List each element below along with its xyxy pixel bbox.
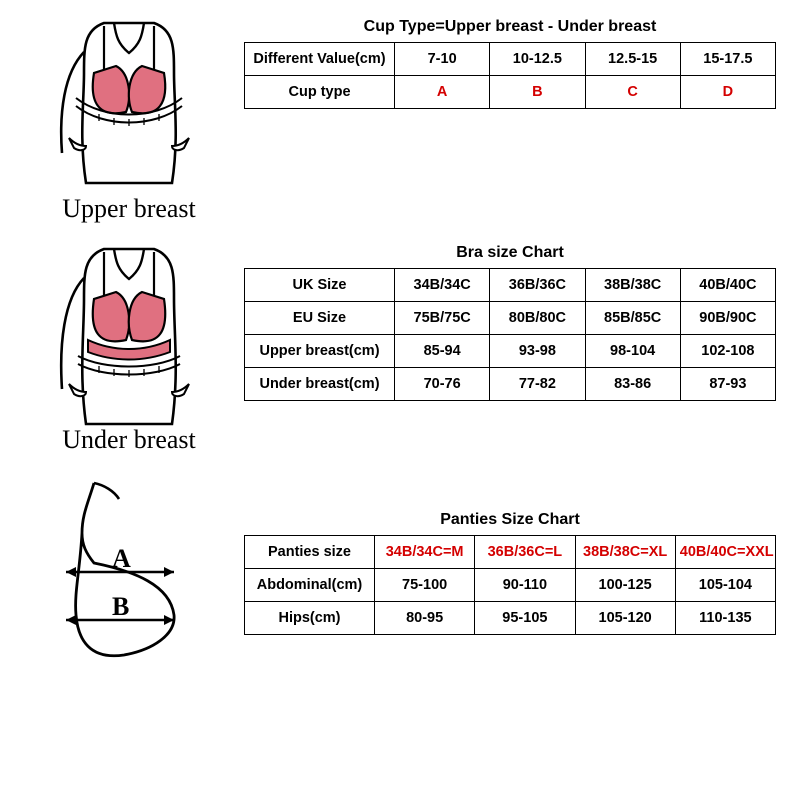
table-cell: 105-104 (675, 568, 775, 601)
bra-size-table: UK Size34B/34C36B/36C38B/38C40B/40CEU Si… (244, 268, 776, 401)
illustration-belly: A B (24, 475, 234, 670)
section-bra-size: Under breast Bra size Chart UK Size34B/3… (24, 244, 776, 455)
label-b-icon: B (112, 592, 129, 621)
label-a-icon: A (112, 544, 131, 573)
section-panties-size: A B Panties Size Chart Panties size34B/3… (24, 475, 776, 670)
table-cell: D (680, 76, 775, 109)
cup-type-table: Different Value(cm)7-1010-12.512.5-1515-… (244, 42, 776, 109)
table-cell: 80-95 (375, 601, 475, 634)
table-cell: 34B/34C=M (375, 535, 475, 568)
row-label: Upper breast(cm) (245, 335, 395, 368)
table-cell: A (395, 76, 490, 109)
table-cell: 75-100 (375, 568, 475, 601)
table-row: Different Value(cm)7-1010-12.512.5-1515-… (245, 43, 776, 76)
table-cell: 83-86 (585, 368, 680, 401)
table-cell: 77-82 (490, 368, 585, 401)
bra-size-table-wrap: Bra size Chart UK Size34B/34C36B/36C38B/… (244, 244, 776, 401)
table-row: Cup typeABCD (245, 76, 776, 109)
table-cell: 80B/80C (490, 302, 585, 335)
table-cell: B (490, 76, 585, 109)
section-cup-type: Upper breast Cup Type=Upper breast - Und… (24, 18, 776, 224)
table-cell: 85B/85C (585, 302, 680, 335)
table-cell: 93-98 (490, 335, 585, 368)
panties-size-title: Panties Size Chart (244, 511, 776, 529)
table-row: UK Size34B/34C36B/36C38B/38C40B/40C (245, 269, 776, 302)
table-row: Panties size34B/34C=M36B/36C=L38B/38C=XL… (245, 535, 776, 568)
illustration-upper-breast (24, 18, 234, 188)
cup-type-title: Cup Type=Upper breast - Under breast (244, 18, 776, 36)
row-label: Abdominal(cm) (245, 568, 375, 601)
row-label: Cup type (245, 76, 395, 109)
table-row: Upper breast(cm)85-9493-9898-104102-108 (245, 335, 776, 368)
panties-size-table-wrap: Panties Size Chart Panties size34B/34C=M… (244, 511, 776, 635)
table-row: Hips(cm)80-9595-105105-120110-135 (245, 601, 776, 634)
table-cell: 85-94 (395, 335, 490, 368)
table-cell: 38B/38C=XL (575, 535, 675, 568)
table-cell: 75B/75C (395, 302, 490, 335)
table-cell: 40B/40C (680, 269, 775, 302)
table-cell: C (585, 76, 680, 109)
row-label: Under breast(cm) (245, 368, 395, 401)
table-cell: 7-10 (395, 43, 490, 76)
row-label: Hips(cm) (245, 601, 375, 634)
row-label: UK Size (245, 269, 395, 302)
illustration-upper-breast-block: Upper breast (24, 18, 234, 224)
table-cell: 34B/34C (395, 269, 490, 302)
table-cell: 90-110 (475, 568, 575, 601)
table-cell: 15-17.5 (680, 43, 775, 76)
illustration-under-breast (24, 244, 234, 429)
table-cell: 38B/38C (585, 269, 680, 302)
table-cell: 102-108 (680, 335, 775, 368)
table-cell: 100-125 (575, 568, 675, 601)
row-label: Different Value(cm) (245, 43, 395, 76)
table-cell: 98-104 (585, 335, 680, 368)
table-cell: 10-12.5 (490, 43, 585, 76)
table-cell: 70-76 (395, 368, 490, 401)
table-cell: 87-93 (680, 368, 775, 401)
table-cell: 36B/36C (490, 269, 585, 302)
row-label: Panties size (245, 535, 375, 568)
table-cell: 12.5-15 (585, 43, 680, 76)
table-row: Abdominal(cm)75-10090-110100-125105-104 (245, 568, 776, 601)
row-label: EU Size (245, 302, 395, 335)
table-cell: 95-105 (475, 601, 575, 634)
table-cell: 90B/90C (680, 302, 775, 335)
caption-under-breast: Under breast (24, 425, 234, 455)
bra-size-title: Bra size Chart (244, 244, 776, 262)
caption-upper-breast: Upper breast (24, 194, 234, 224)
table-row: EU Size75B/75C80B/80C85B/85C90B/90C (245, 302, 776, 335)
panties-size-table: Panties size34B/34C=M36B/36C=L38B/38C=XL… (244, 535, 776, 635)
table-cell: 105-120 (575, 601, 675, 634)
table-cell: 110-135 (675, 601, 775, 634)
cup-type-table-wrap: Cup Type=Upper breast - Under breast Dif… (244, 18, 776, 109)
table-row: Under breast(cm)70-7677-8283-8687-93 (245, 368, 776, 401)
table-cell: 40B/40C=XXL (675, 535, 775, 568)
illustration-under-breast-block: Under breast (24, 244, 234, 455)
table-cell: 36B/36C=L (475, 535, 575, 568)
